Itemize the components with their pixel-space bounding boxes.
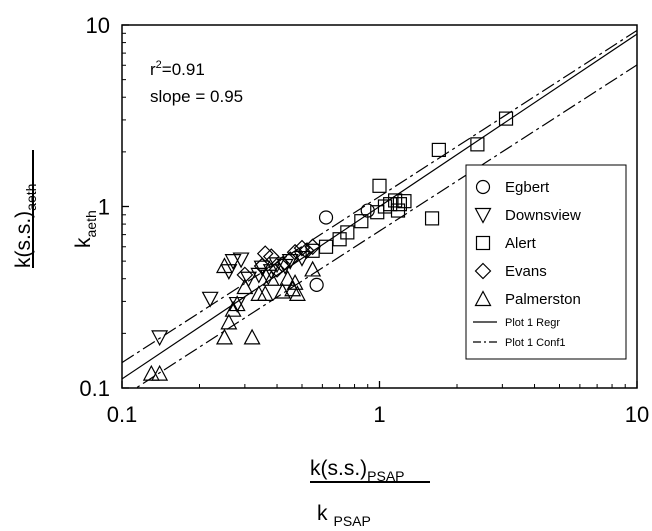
legend-marker-egbert [475,179,491,195]
point-downsview [232,252,250,269]
legend-label-regression: Plot 1 Regr [505,317,560,329]
point-palmerston [304,260,322,277]
legend-label-alert: Alert [505,235,537,252]
legend-label-evans: Evans [505,263,547,280]
point-palmerston [215,328,233,345]
point-palmerston [273,282,291,299]
y-tick-label: 1 [98,195,110,220]
series-palmerston [142,257,322,381]
slope-label: slope = 0.95 [150,87,243,106]
legend-label-confidence: Plot 1 Conf1 [505,337,566,349]
point-downsview [224,254,242,270]
legend-marker-evans [474,262,492,280]
legend-box [465,164,627,360]
point-evans [268,261,286,278]
confidence-lower-line [134,64,637,388]
legend-marker-downsview [474,207,492,224]
x-tick-label: 0.1 [107,402,138,427]
point-downsview [259,269,277,286]
legend-label-downsview: Downsview [505,207,581,224]
annotation: r2=0.91 slope = 0.95 [150,59,243,106]
point-palmerston [243,328,261,345]
point-palmerston [262,269,280,286]
point-palmerston [286,273,304,290]
y-tick-label: 0.1 [79,376,110,401]
regression-line [122,33,637,380]
r2-superscript: 2 [156,59,162,71]
point-alert [388,193,403,208]
x-tick-label: 10 [625,402,649,427]
point-alert [370,205,385,220]
point-alert [340,225,355,240]
x-axis-title: k(s.s.)PSAP k PSAP [310,457,430,529]
confidence-upper-line [122,29,637,364]
legend-marker-alert [475,235,491,251]
point-palmerston [142,364,160,381]
point-palmerston [151,364,169,381]
r2-value: =0.91 [162,60,205,79]
x-title-numerator: k(s.s.)PSAP [310,457,405,484]
plot-area: 0.1 1 10 0.1 1 10 [79,13,649,427]
legend-marker-palmerston [474,290,492,307]
point-evans [236,266,254,284]
point-evans [298,242,315,260]
point-palmerston [215,257,233,274]
x-tick-label: 1 [373,402,385,427]
point-palmerston [279,269,297,286]
y-tick-label: 10 [86,13,110,38]
series-evans [236,238,321,284]
point-alert [372,178,387,193]
point-evans [262,248,280,265]
point-downsview [201,291,219,308]
x-title-denominator: k PSAP [317,502,371,529]
point-evans [281,251,299,268]
point-downsview [151,330,169,347]
point-alert [431,142,446,158]
point-alert [498,111,514,126]
point-evans [256,245,274,262]
point-alert [424,211,440,226]
point-palmerston [288,285,306,301]
point-egbert [318,210,334,225]
point-palmerston [236,278,254,295]
point-palmerston [228,295,246,312]
fit-lines [122,29,637,388]
point-evans [274,256,291,273]
svg-text:r2=0.91: r2=0.91 [150,59,205,79]
point-palmerston [256,285,274,301]
point-alert [470,137,485,152]
r2-label: r [150,60,156,79]
point-palmerston [224,300,242,317]
point-evans [253,257,271,275]
point-alert [354,214,369,229]
axis-ticks: 0.1 1 10 0.1 1 10 [79,13,649,427]
point-palmerston [220,313,238,330]
legend: Egbert Downsview Alert Evans Palmerston Plot … [465,164,627,360]
point-downsview [220,264,238,280]
point-egbert [309,277,324,292]
y-title-denominator: kaeth [72,210,99,248]
y-axis-title: k(s.s.)aeth kaeth [12,150,99,268]
legend-label-egbert: Egbert [505,179,550,196]
point-alert [397,194,412,209]
point-alert [392,197,407,212]
legend-label-palmerston: Palmerston [505,291,581,308]
y-title-numerator: k(s.s.)aeth [12,184,39,268]
data-points [142,111,514,381]
